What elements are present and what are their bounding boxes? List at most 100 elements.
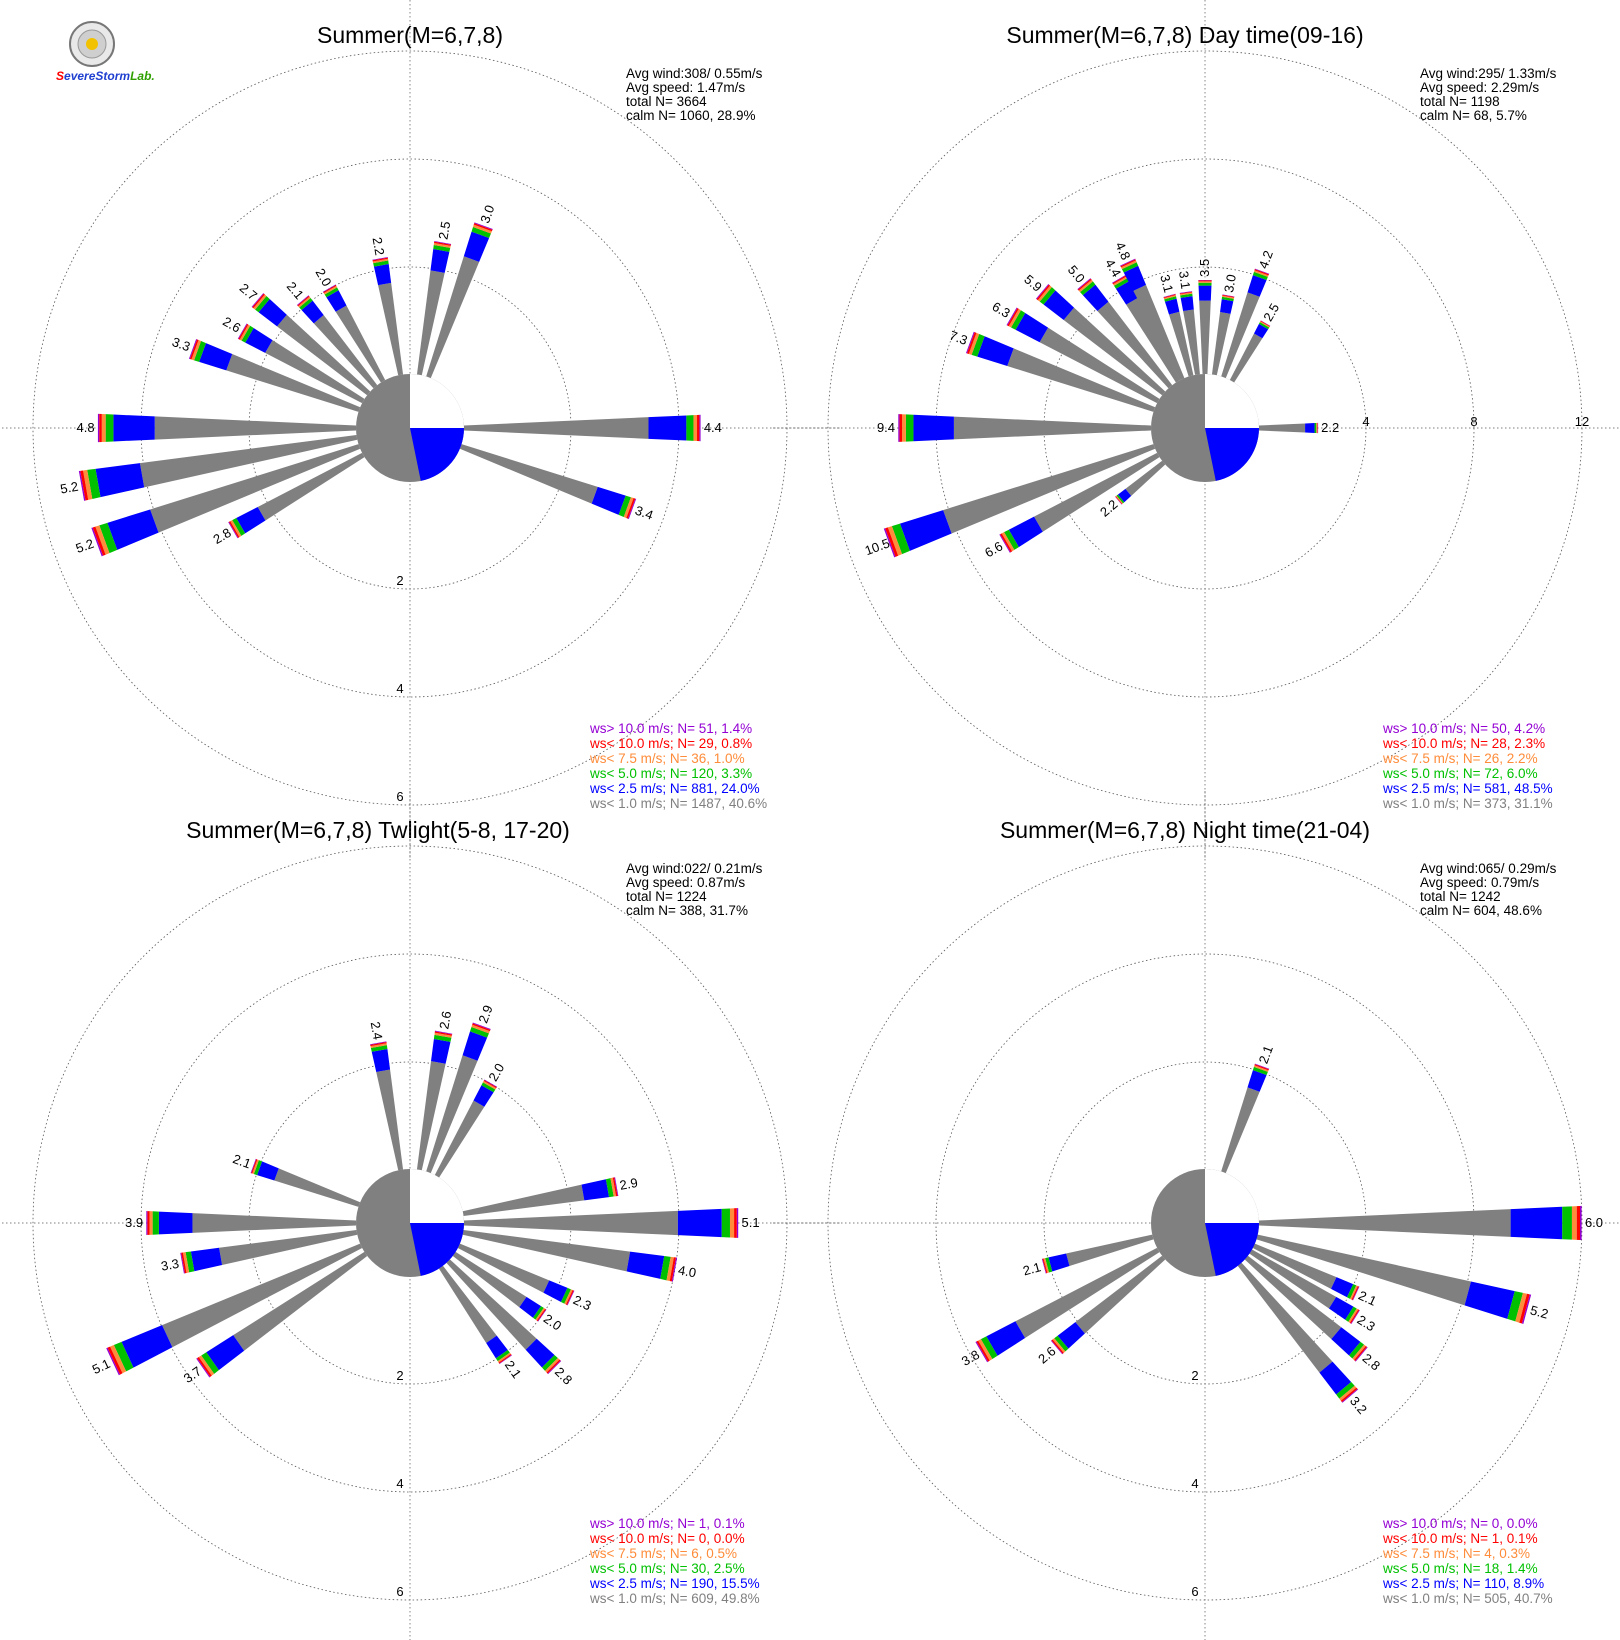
radial-tick-label: 4: [1362, 414, 1369, 429]
wind-bar-segment: [433, 1034, 452, 1042]
wind-bar-segment: [1252, 271, 1268, 281]
wind-bar-segment: [1348, 1308, 1359, 1323]
wind-bar-segment: [1256, 1234, 1471, 1306]
wind-bar-segment: [150, 444, 361, 533]
legend-entry: ws< 10.0 m/s; N= 0, 0.0%: [589, 1531, 745, 1546]
hub-sector: [1205, 1223, 1259, 1276]
wind-bar-segment: [238, 323, 249, 340]
bar-value-label: 2.0: [313, 266, 335, 289]
legend-entry: ws> 10.0 m/s; N= 51, 1.4%: [589, 721, 752, 736]
bar-value-label: 2.2: [1097, 497, 1120, 520]
wind-bar-segment: [1354, 1345, 1368, 1362]
wind-bar-segment: [1222, 294, 1235, 298]
wind-bar-segment: [699, 414, 701, 442]
bar-value-label: 2.7: [237, 280, 260, 303]
wind-bar-segment: [693, 414, 698, 442]
bar-value-label: 10.5: [863, 535, 892, 558]
wind-bar-segment: [1163, 294, 1177, 300]
wind-bar-segment: [605, 1178, 614, 1198]
wind-rose-panel-3: Summer(M=6,7,8) Twlight(5-8, 17-20) 2 4 6 2.…: [0, 791, 842, 1640]
wind-bar-segment: [1576, 1205, 1580, 1241]
wind-bar-segment: [1112, 275, 1127, 285]
wind-bar-segment: [1521, 1294, 1532, 1324]
wind-bar-segment: [110, 1345, 127, 1374]
wind-bar-segment: [626, 498, 636, 519]
wind-bar-segment: [95, 525, 110, 555]
wind-bar-segment: [107, 509, 159, 550]
wind-bar-segment: [535, 1307, 546, 1321]
wind-bar-segment: [913, 414, 954, 442]
wind-bar-segment: [547, 1360, 562, 1375]
wind-bar-segment: [977, 336, 1014, 367]
wind-bar-segment: [497, 1352, 511, 1363]
bar-value-label: 6.6: [982, 538, 1005, 560]
wind-bar-segment: [253, 1160, 263, 1176]
wind-bar-segment: [1253, 270, 1269, 277]
wind-bar-segment: [1211, 311, 1231, 376]
bar-value-label: 2.6: [220, 314, 243, 336]
wind-bar-segment: [1063, 307, 1166, 396]
stat-line: total N= 3664: [626, 94, 707, 109]
bar-value-label: 2.5: [1260, 301, 1282, 324]
wind-bar-segment: [677, 1208, 722, 1238]
wind-bar-segment: [581, 1179, 610, 1201]
bar-value-label: 3.3: [170, 334, 192, 354]
wind-bar-segment: [1355, 1346, 1368, 1362]
legend-entry: ws< 5.0 m/s; N= 72, 6.0%: [1382, 766, 1538, 781]
wind-bar-segment: [1123, 265, 1147, 291]
wind-bar-segment: [1120, 259, 1136, 268]
logo-text-part: evere: [64, 69, 96, 83]
wind-bar-segment: [101, 414, 106, 442]
wind-bar-segment: [463, 231, 490, 262]
wind-bar-segment: [614, 1177, 619, 1197]
wind-bar-segment: [459, 444, 598, 504]
wind-bar-segment: [1258, 423, 1306, 433]
wind-bar-segment: [1117, 488, 1132, 503]
wind-bar-segment: [472, 224, 492, 234]
wind-bar-segment: [297, 295, 310, 307]
bar-value-label: 9.4: [877, 420, 895, 435]
stat-line: Avg wind:295/ 1.33m/s: [1420, 66, 1557, 81]
stat-line: calm N= 604, 48.6%: [1420, 903, 1542, 918]
wind-bar-segment: [1007, 348, 1156, 412]
wind-bar-segment: [326, 290, 347, 312]
wind-bar-segment: [1221, 1087, 1260, 1174]
wind-bar-segment: [1340, 1387, 1358, 1403]
wind-bar-segment: [1043, 290, 1075, 320]
bar-value-label: 5.2: [59, 479, 79, 497]
wind-bar-segment: [1350, 1309, 1360, 1324]
wind-bar-segment: [545, 1358, 560, 1373]
wind-bar-segment: [194, 341, 206, 362]
wind-bar-segment: [905, 414, 914, 442]
wind-bar-segment: [191, 340, 202, 361]
wind-bar-segment: [182, 1252, 190, 1273]
legend-entry: ws< 2.5 m/s; N= 881, 24.0%: [589, 781, 760, 796]
wind-bar-segment: [971, 334, 985, 357]
wind-bar-segment: [472, 1022, 491, 1030]
wind-bar-segment: [237, 323, 248, 340]
wind-bar-segment: [236, 506, 266, 534]
bar-value-label: 3.3: [160, 1256, 180, 1274]
wind-bar-segment: [1037, 285, 1052, 302]
bar-value-label: 3.4: [633, 503, 655, 523]
wind-bar-segment: [188, 338, 197, 359]
wind-bar-segment: [335, 305, 386, 383]
wind-bar-segment: [1035, 283, 1049, 300]
bar-value-label: 4.0: [677, 1262, 697, 1280]
wind-bar-segment: [296, 295, 309, 306]
wind-bar-segment: [201, 1352, 219, 1374]
bar-value-label: 2.0: [541, 1311, 564, 1334]
bar-value-label: 5.0: [1065, 262, 1088, 285]
wind-bar-segment: [1507, 1291, 1523, 1322]
bar-value-label: 2.0: [485, 1061, 507, 1084]
wind-bar-segment: [239, 324, 251, 341]
wind-bar-segment: [887, 526, 903, 556]
wind-bar-segment: [697, 414, 700, 442]
wind-bar-segment: [446, 1259, 537, 1350]
wind-bar-segment: [1259, 321, 1270, 328]
wind-bar-segment: [541, 1354, 558, 1371]
bar-value-label: 5.9: [1021, 272, 1044, 295]
wind-bar-segment: [976, 1340, 990, 1362]
wind-bar-segment: [495, 1349, 510, 1362]
wind-bar-segment: [618, 495, 631, 517]
